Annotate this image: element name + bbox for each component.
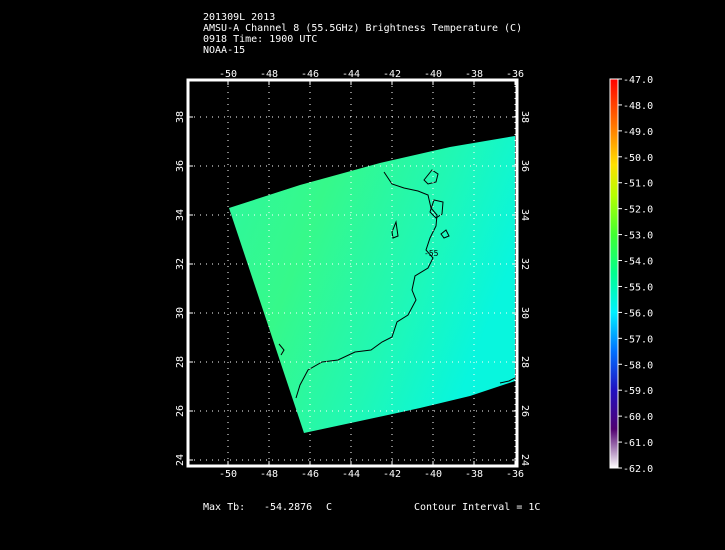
colorbar-label: -53.0: [623, 231, 653, 242]
lat-tick-label-left: 26: [175, 405, 186, 417]
satellite-label: NOAA-15: [203, 45, 246, 56]
lat-tick-label-right: 24: [519, 454, 530, 466]
colorbar-label: -56.0: [623, 308, 653, 319]
lon-tick-label-bottom: -38: [465, 469, 483, 480]
colorbar-label: -52.0: [623, 205, 653, 216]
colorbar-label: -60.0: [623, 412, 653, 423]
colorbar-label: -47.0: [623, 75, 653, 86]
lon-tick-label-bottom: -44: [342, 469, 360, 480]
coordinate-grid: [188, 80, 517, 466]
satellite-swath: [229, 136, 515, 433]
lon-tick-label-top: -44: [342, 69, 360, 80]
lat-tick-label-right: 34: [519, 209, 530, 221]
lon-tick-label-top: -38: [465, 69, 483, 80]
lon-tick-label-bottom: -42: [383, 469, 401, 480]
colorbar-label: -49.0: [623, 127, 653, 138]
lon-tick-label-top: -40: [424, 69, 442, 80]
lat-tick-label-right: 36: [519, 160, 530, 172]
lon-tick-label-top: -36: [506, 69, 524, 80]
colorbar-label: -61.0: [623, 438, 653, 449]
lat-tick-label-left: 24: [175, 454, 186, 466]
lat-tick-label-left: 38: [175, 111, 186, 123]
lat-tick-label-left: 32: [175, 258, 186, 270]
time-label: 0918 Time: 1900 UTC: [203, 34, 318, 45]
colorbar: [609, 78, 619, 469]
lat-tick-label-left: 36: [175, 160, 186, 172]
lon-tick-label-bottom: -48: [260, 469, 278, 480]
map-frame: [186, 78, 519, 468]
lon-tick-label-top: -42: [383, 69, 401, 80]
colorbar-label: -62.0: [623, 464, 653, 475]
chart-header: 201309L 2013 AMSU-A Channel 8 (55.5GHz) …: [203, 12, 522, 56]
product-title: AMSU-A Channel 8 (55.5GHz) Brightness Te…: [203, 23, 523, 34]
lat-tick-label-left: 30: [175, 307, 186, 319]
lat-tick-label-right: 30: [519, 307, 530, 319]
colorbar-label: -48.0: [623, 101, 653, 112]
lon-tick-label-top: -50: [219, 69, 237, 80]
contour-lines: [278, 169, 516, 399]
lon-tick-label-top: -48: [260, 69, 278, 80]
contour-interval: Contour Interval = 1C: [414, 502, 541, 513]
colorbar-label: -51.0: [623, 179, 653, 190]
lat-tick-label-right: 32: [519, 258, 530, 270]
contour-label: -55: [424, 249, 439, 258]
lon-tick-label-top: -46: [301, 69, 319, 80]
colorbar-label: -57.0: [623, 334, 653, 345]
lon-tick-label-bottom: -50: [219, 469, 237, 480]
lat-tick-label-left: 34: [175, 209, 186, 221]
max-tb-label: Max Tb:: [203, 502, 246, 513]
colorbar-label: -55.0: [623, 282, 653, 293]
lon-tick-label-bottom: -40: [424, 469, 442, 480]
colorbar-label: -54.0: [623, 257, 653, 268]
lon-tick-label-bottom: -46: [301, 469, 319, 480]
colorbar-label: -58.0: [623, 360, 653, 371]
lat-tick-label-right: 28: [519, 356, 530, 368]
max-tb-value: -54.2876: [264, 502, 313, 513]
colorbar-label: -50.0: [623, 153, 653, 164]
colorbar-label: -59.0: [623, 386, 653, 397]
max-tb-unit: C: [326, 502, 333, 513]
storm-id: 201309L 2013: [203, 12, 276, 23]
lat-tick-label-right: 26: [519, 405, 530, 417]
lon-tick-label-bottom: -36: [506, 469, 524, 480]
lat-tick-label-left: 28: [175, 356, 186, 368]
lat-tick-label-right: 38: [519, 111, 530, 123]
